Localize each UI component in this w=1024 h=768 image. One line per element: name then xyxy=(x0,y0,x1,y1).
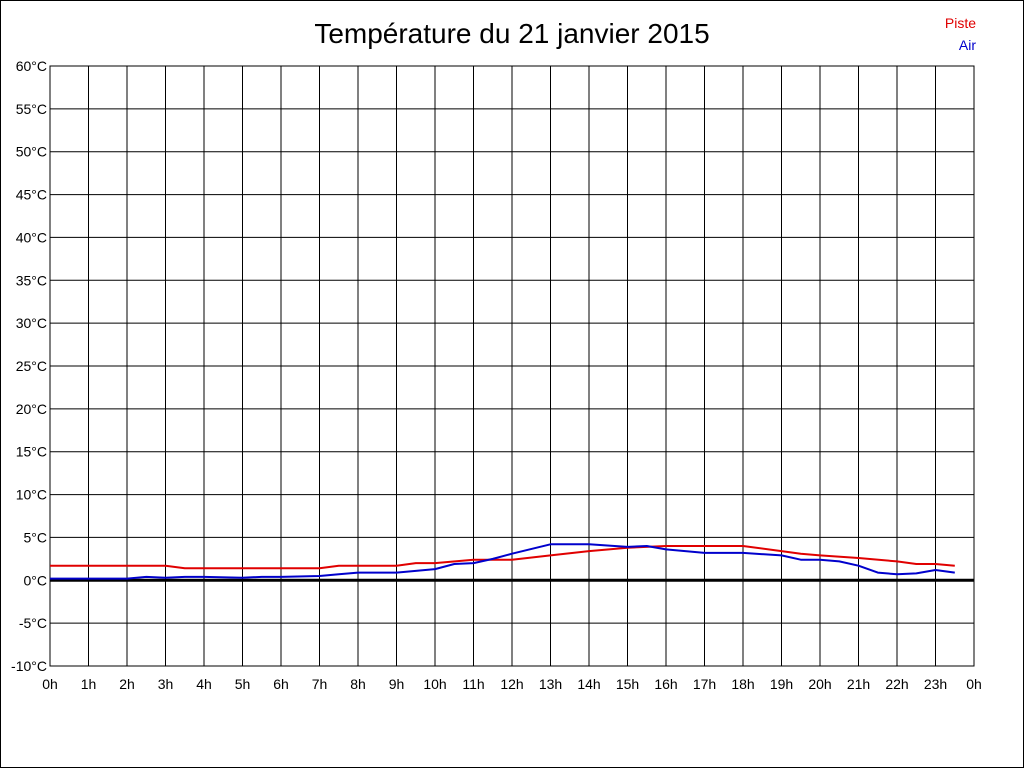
y-tick-label: 60°C xyxy=(16,58,47,74)
y-tick-label: 0°C xyxy=(24,572,48,588)
x-tick-label: 23h xyxy=(924,676,947,692)
y-tick-label: 45°C xyxy=(16,187,47,203)
x-tick-label: 21h xyxy=(847,676,870,692)
chart-legend: Piste Air xyxy=(945,12,976,56)
y-tick-label: 50°C xyxy=(16,144,47,160)
x-tick-label: 2h xyxy=(119,676,135,692)
series-line-air xyxy=(50,543,955,580)
x-tick-label: 6h xyxy=(273,676,289,692)
legend-item-air: Air xyxy=(958,37,976,53)
y-tick-label: 40°C xyxy=(16,229,47,245)
y-tick-label: 20°C xyxy=(16,401,47,417)
x-tick-label: 3h xyxy=(158,676,174,692)
y-tick-label: 5°C xyxy=(24,529,48,545)
x-tick-label: 14h xyxy=(577,676,600,692)
x-tick-label: 17h xyxy=(693,676,716,692)
legend-item-piste: Piste xyxy=(944,15,976,31)
chart-title: Température du 21 janvier 2015 xyxy=(314,18,710,49)
x-tick-label: 0h xyxy=(42,676,58,692)
x-tick-label: 8h xyxy=(350,676,366,692)
y-tick-label: 15°C xyxy=(16,444,47,460)
y-tick-label: 10°C xyxy=(16,487,47,503)
y-tick-label: 35°C xyxy=(16,272,47,288)
y-tick-label: -5°C xyxy=(19,615,47,631)
y-tick-label: 30°C xyxy=(16,315,47,331)
x-tick-label: 11h xyxy=(462,676,484,692)
x-tick-label: 15h xyxy=(616,676,639,692)
x-tick-label: 20h xyxy=(808,676,831,692)
x-tick-label: 0h xyxy=(966,676,982,692)
y-tick-label: -10°C xyxy=(11,658,47,674)
x-tick-label: 9h xyxy=(389,676,405,692)
x-tick-label: 1h xyxy=(81,676,97,692)
x-tick-label: 18h xyxy=(731,676,754,692)
x-tick-label: 19h xyxy=(770,676,793,692)
y-tick-label: 25°C xyxy=(16,358,47,374)
x-tick-label: 12h xyxy=(500,676,523,692)
x-tick-label: 22h xyxy=(885,676,908,692)
x-tick-label: 10h xyxy=(423,676,446,692)
y-tick-label: 55°C xyxy=(16,101,47,117)
x-tick-label: 4h xyxy=(196,676,212,692)
x-tick-label: 13h xyxy=(539,676,562,692)
x-tick-label: 7h xyxy=(312,676,328,692)
x-tick-label: 16h xyxy=(654,676,677,692)
x-tick-label: 5h xyxy=(235,676,251,692)
